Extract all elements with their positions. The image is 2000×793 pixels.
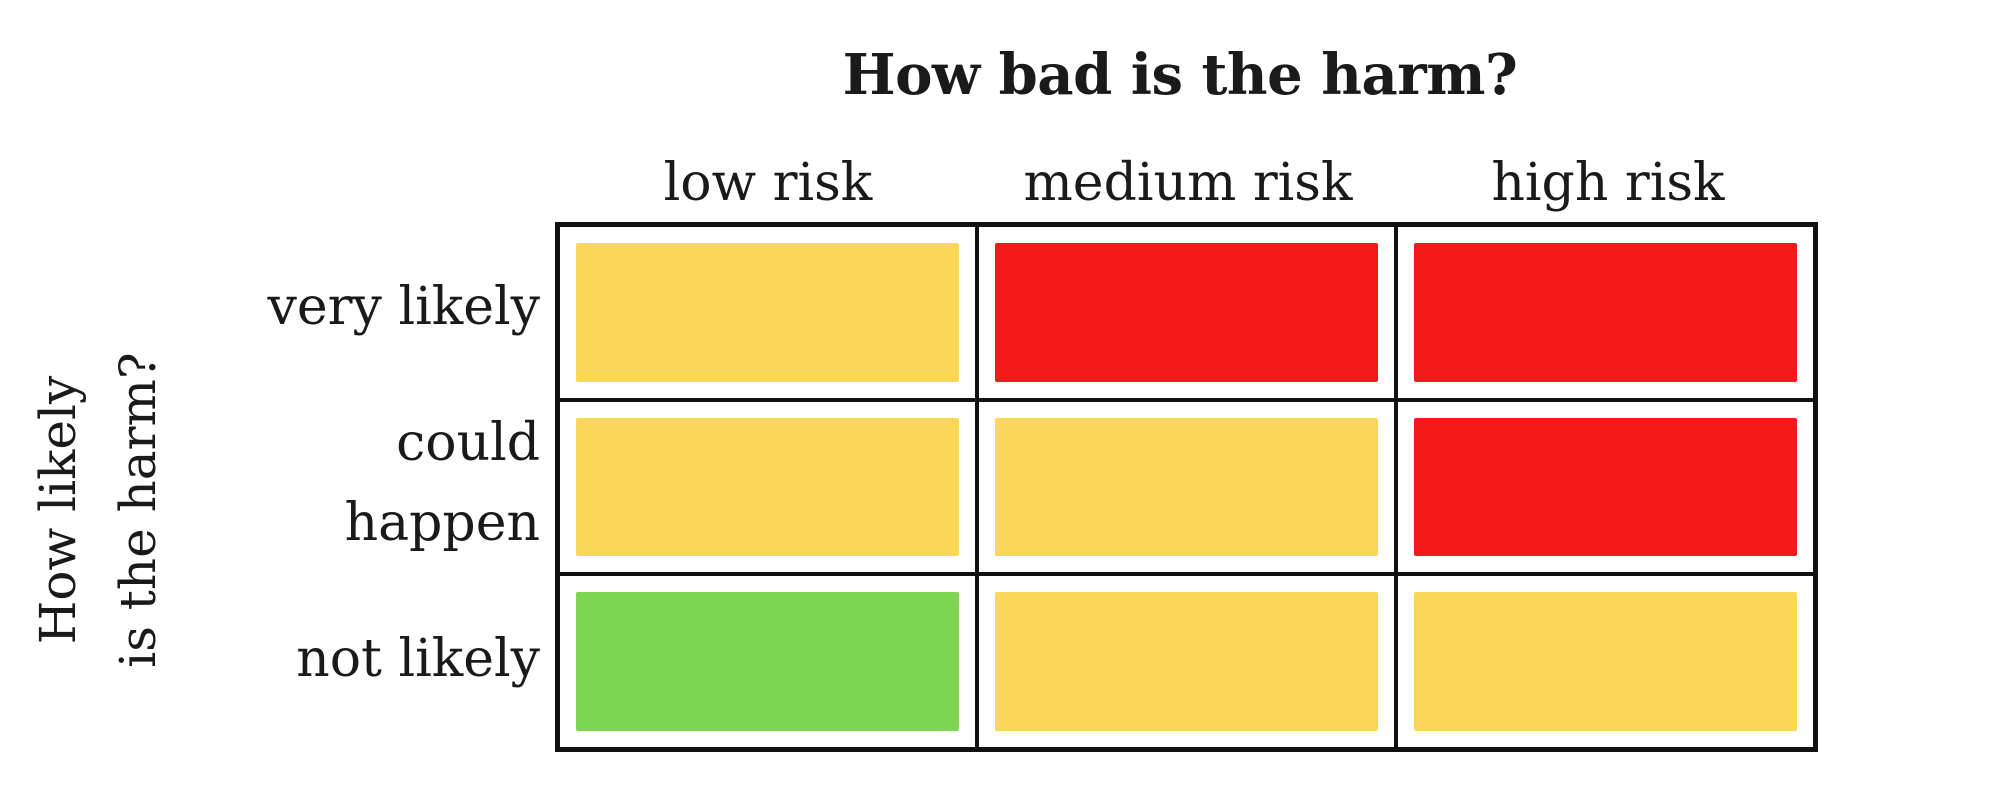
risk-cell-fill-red [1414,243,1797,382]
risk-cell-r1-c1 [977,399,1396,575]
risk-matrix-grid [555,222,1818,752]
row-label-could-happen: could happen [210,398,540,568]
row-label-text: not likely [296,629,540,689]
risk-cell-fill-yellow [995,417,1378,557]
x-axis-title: How bad is the harm? [842,42,1518,108]
risk-cell-r1-c2 [1396,399,1815,575]
row-label-not-likely: not likely [210,574,540,744]
risk-cell-fill-green [576,592,959,731]
row-label-text: could happen [344,413,540,553]
column-label-medium-risk: medium risk [1023,153,1353,213]
risk-cell-r0-c1 [977,225,1396,400]
column-label-low-risk: low risk [663,153,873,213]
row-label-text: very likely [267,277,540,337]
risk-cell-r1-c0 [558,399,977,575]
risk-cell-fill-red [1414,417,1797,557]
risk-cell-r2-c0 [558,574,977,749]
risk-cell-r2-c1 [977,574,1396,749]
risk-cell-r2-c2 [1396,574,1815,749]
risk-cell-r0-c0 [558,225,977,400]
column-label-high-risk: high risk [1491,153,1725,213]
risk-cell-r0-c2 [1396,225,1815,400]
risk-cell-fill-red [995,243,1378,382]
risk-cell-fill-yellow [576,243,959,382]
risk-cell-fill-yellow [1414,592,1797,731]
risk-cell-fill-yellow [576,417,959,557]
y-axis-title: How likely is the harm? [29,352,167,668]
row-label-very-likely: very likely [210,222,540,392]
risk-cell-fill-yellow [995,592,1378,731]
